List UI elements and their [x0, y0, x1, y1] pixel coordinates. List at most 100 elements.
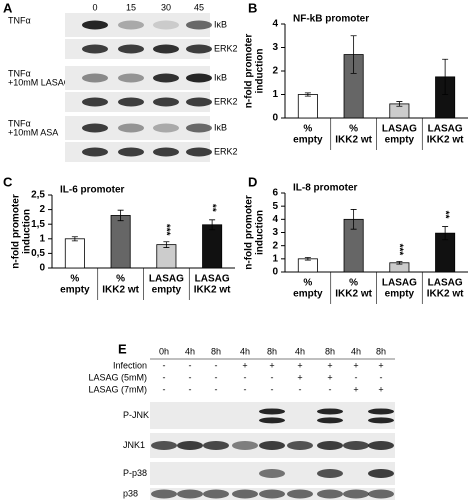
treatment-label: TNFα — [8, 15, 31, 25]
y-tick-label: 0,5 — [31, 248, 45, 259]
band — [153, 147, 179, 157]
band — [82, 97, 108, 107]
lane-label: 45 — [194, 2, 204, 12]
x-tick-label: % — [70, 274, 79, 285]
y-tick-label: 4 — [272, 214, 278, 225]
x-tick-label: empty — [293, 135, 323, 146]
panel-label: E — [118, 341, 127, 356]
y-tick-label: 2,5 — [31, 190, 45, 201]
bar — [64, 238, 85, 269]
band — [317, 417, 343, 424]
band — [82, 123, 108, 133]
band — [118, 123, 144, 133]
band — [186, 147, 212, 157]
band — [368, 441, 394, 450]
blot-label: p38 — [123, 488, 138, 498]
x-tick-label: IKK2 wt — [335, 289, 372, 300]
band — [82, 73, 108, 83]
timepoint: 8h — [211, 346, 221, 356]
band — [151, 441, 177, 450]
condition-mark: - — [215, 372, 218, 382]
band — [368, 489, 394, 499]
error-bar — [396, 101, 403, 107]
band — [186, 123, 212, 133]
y-axis-label: n-fold promoter — [11, 194, 22, 269]
blot-label: ERK2 — [214, 146, 238, 156]
band — [186, 97, 212, 107]
error-bar — [350, 35, 357, 74]
blot-label: P-p38 — [123, 468, 147, 478]
y-tick-label: 0 — [272, 113, 278, 124]
band — [368, 417, 394, 424]
error-bar — [396, 261, 403, 265]
band — [118, 147, 144, 157]
x-tick-label: % — [303, 124, 312, 135]
blot — [65, 66, 210, 90]
condition-mark: - — [215, 360, 218, 370]
chart-title: IL-8 promoter — [293, 183, 358, 194]
blot-label: ERK2 — [214, 43, 238, 53]
band — [177, 441, 203, 450]
error-bar — [304, 257, 311, 261]
bar — [110, 215, 131, 269]
x-tick-label: % — [303, 278, 312, 289]
error-bar — [163, 241, 170, 248]
significance: *** — [394, 244, 405, 256]
lane-label: 0 — [92, 2, 97, 12]
y-tick-label: 0 — [39, 263, 45, 274]
condition-mark: - — [163, 372, 166, 382]
y-tick-label: 2 — [39, 204, 45, 215]
band — [118, 97, 144, 107]
error-bar — [304, 92, 311, 97]
blot-label: ERK2 — [214, 96, 238, 106]
band — [186, 44, 212, 54]
lane-label: 15 — [126, 2, 136, 12]
band — [203, 489, 229, 499]
y-tick-label: 2 — [272, 240, 278, 251]
condition-mark: - — [244, 372, 247, 382]
x-tick-label: IKK2 wt — [102, 285, 139, 296]
x-tick-label: LASAG — [149, 274, 184, 285]
y-tick-label: 1 — [272, 253, 278, 264]
x-tick-label: IKK2 wt — [194, 285, 231, 296]
y-tick-label: 0 — [272, 267, 278, 278]
blot — [150, 402, 395, 429]
significance: ** — [439, 211, 450, 219]
panel-label: C — [3, 174, 13, 189]
treatment-label: +10mM ASA — [8, 127, 58, 137]
condition-mark: - — [189, 372, 192, 382]
condition-mark: - — [189, 384, 192, 394]
band — [203, 441, 229, 450]
timepoint: 8h — [267, 346, 277, 356]
x-tick-label: empty — [385, 135, 415, 146]
band — [232, 441, 258, 450]
condition-mark: + — [327, 372, 332, 382]
treatment-label: +10mM LASAG — [8, 77, 71, 87]
blot-label: IκB — [214, 72, 227, 82]
significance: *** — [161, 224, 172, 236]
y-axis-label: induction — [255, 49, 266, 94]
band — [343, 489, 369, 499]
band — [151, 489, 177, 499]
band — [177, 489, 203, 499]
y-tick-label: 4 — [272, 19, 278, 30]
y-tick-label: 3 — [272, 227, 278, 238]
band — [153, 44, 179, 54]
blot-label: IκB — [214, 122, 227, 132]
condition-mark: - — [271, 372, 274, 382]
condition-mark: - — [299, 384, 302, 394]
timepoint: 4h — [240, 346, 250, 356]
band — [153, 73, 179, 83]
treatment-label: TNFα — [8, 118, 31, 128]
band — [317, 441, 343, 450]
condition-mark: - — [163, 360, 166, 370]
condition-label: LASAG (7mM) — [88, 384, 147, 394]
band — [368, 469, 394, 478]
band — [118, 20, 144, 30]
x-tick-label: LASAG — [195, 274, 230, 285]
timepoint: 8h — [376, 346, 386, 356]
condition-mark: + — [327, 360, 332, 370]
band — [259, 469, 285, 478]
y-tick-label: 1 — [272, 89, 278, 100]
